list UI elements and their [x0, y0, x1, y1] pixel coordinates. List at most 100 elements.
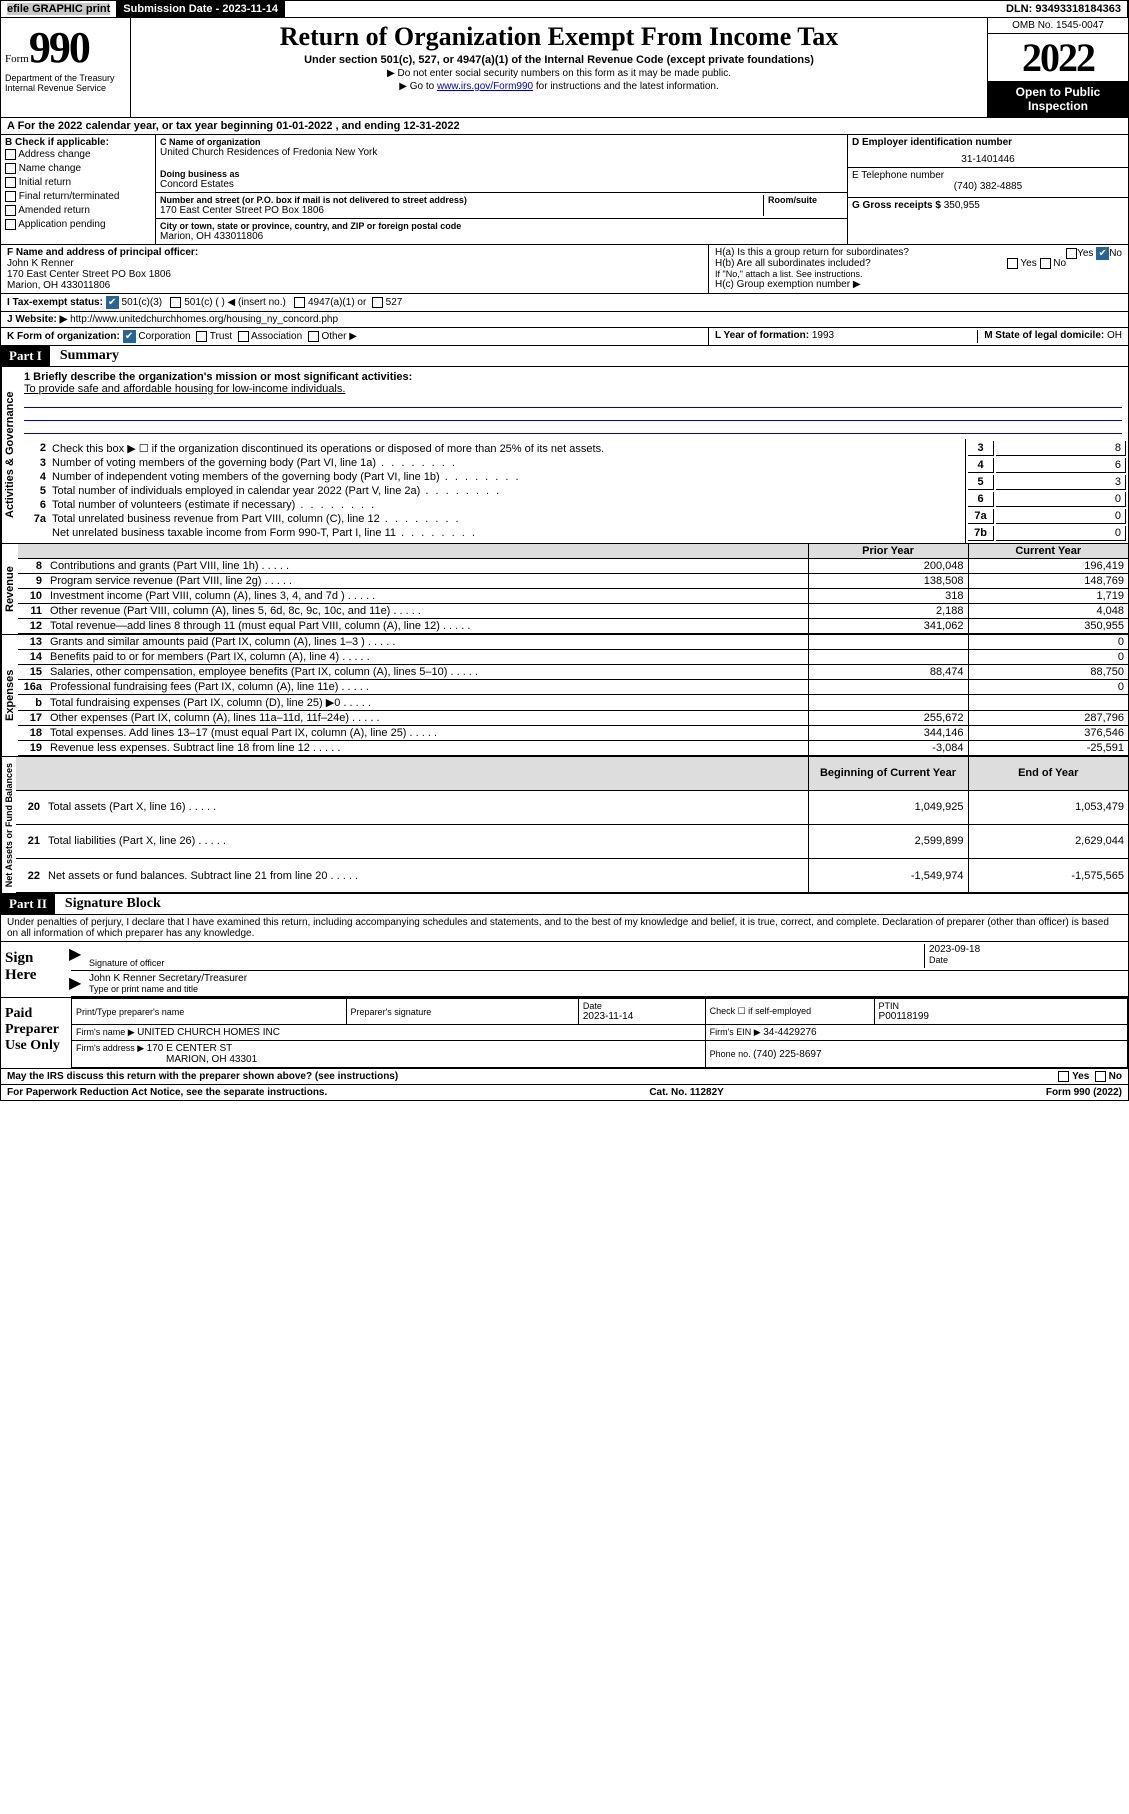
- opt-other: Other ▶: [321, 331, 356, 342]
- part2-bar: Part II Signature Block: [0, 894, 1129, 915]
- sig-date: 2023-09-18: [929, 944, 1124, 955]
- table-row: 15Salaries, other compensation, employee…: [18, 665, 1128, 680]
- arrow-icon: ▶: [69, 944, 81, 964]
- note2-pre: ▶ Go to: [399, 81, 437, 92]
- hdr-boy: Beginning of Current Year: [808, 757, 968, 790]
- mission-blank-2: [24, 409, 1122, 421]
- form-ref: Form 990 (2022): [1046, 1087, 1122, 1098]
- mission-text: To provide safe and affordable housing f…: [24, 383, 1122, 395]
- city-value: Marion, OH 433011806: [160, 231, 843, 242]
- side-governance: Activities & Governance: [1, 367, 18, 543]
- table-row: 10Investment income (Part VIII, column (…: [18, 589, 1128, 604]
- pra-notice: For Paperwork Reduction Act Notice, see …: [7, 1087, 327, 1098]
- arrow-icon-2: ▶: [69, 973, 81, 993]
- line-i-label: I Tax-exempt status:: [7, 297, 103, 308]
- line-k-label: K Form of organization:: [7, 331, 120, 342]
- side-netassets: Net Assets or Fund Balances: [1, 757, 16, 893]
- cb-amended-return[interactable]: Amended return: [5, 204, 151, 218]
- type-name-label: Type or print name and title: [89, 984, 1124, 994]
- table-row: bTotal fundraising expenses (Part IX, co…: [18, 695, 1128, 711]
- ha-no: No: [1109, 248, 1122, 259]
- table-row: 17Other expenses (Part IX, column (A), l…: [18, 711, 1128, 726]
- firm-ein: 34-4429276: [763, 1027, 816, 1038]
- footer-row: For Paperwork Reduction Act Notice, see …: [0, 1085, 1129, 1101]
- table-row: 13Grants and similar amounts paid (Part …: [18, 635, 1128, 650]
- box-f: F Name and address of principal officer:…: [1, 245, 708, 293]
- state-domicile: OH: [1107, 330, 1122, 341]
- paid-preparer-label: Paid Preparer Use Only: [1, 998, 71, 1068]
- box-defg: D Employer identification number 31-1401…: [848, 135, 1128, 244]
- prep-date-label: Date: [583, 1001, 701, 1011]
- expenses-section: Expenses 13Grants and similar amounts pa…: [0, 635, 1129, 757]
- opt-4947: 4947(a)(1) or: [308, 297, 366, 308]
- check-501c3-icon: ✔: [106, 296, 119, 309]
- addr-label: Number and street (or P.O. box if mail i…: [160, 195, 763, 205]
- officer-addr1: 170 East Center Street PO Box 1806: [7, 269, 702, 280]
- efile-link[interactable]: efile GRAPHIC print: [7, 3, 110, 15]
- website-row: J Website: ▶ http://www.unitedchurchhome…: [0, 312, 1129, 328]
- irs-link[interactable]: www.irs.gov/Form990: [437, 81, 533, 92]
- expenses-table: 13Grants and similar amounts paid (Part …: [18, 635, 1128, 756]
- ein-value: 31-1401446: [852, 148, 1124, 165]
- phone-value: (740) 382-4885: [852, 181, 1124, 192]
- box-h: H(a) Is this a group return for subordin…: [708, 245, 1128, 293]
- cb-opt-0: Address change: [18, 149, 90, 160]
- year-formation: 1993: [812, 330, 834, 341]
- klm-row: K Form of organization: ✔ Corporation Tr…: [0, 328, 1129, 346]
- table-row: 9Program service revenue (Part VIII, lin…: [18, 574, 1128, 589]
- dln-label: DLN:: [1006, 3, 1035, 15]
- prep-selfemp: Check ☐ if self-employed: [710, 1006, 870, 1017]
- opt-corp: Corporation: [138, 331, 190, 342]
- tax-exempt-row: I Tax-exempt status: ✔ 501(c)(3) 501(c) …: [0, 294, 1129, 312]
- netassets-table: Beginning of Current YearEnd of Year 20T…: [16, 757, 1128, 893]
- form-number-cell: Form990 Department of the Treasury Inter…: [1, 18, 131, 117]
- opt-assoc: Association: [251, 331, 302, 342]
- firm-name-label: Firm's name ▶: [76, 1027, 137, 1037]
- ptin-label: PTIN: [879, 1001, 1123, 1011]
- ha-yes: Yes: [1077, 248, 1093, 259]
- val-3: 8: [996, 441, 1126, 456]
- opt-527: 527: [386, 297, 403, 308]
- addr-value: 170 East Center Street PO Box 1806: [160, 205, 763, 216]
- year-cell: OMB No. 1545-0047 2022 Open to Public In…: [988, 18, 1128, 117]
- sig-date-label: Date: [929, 955, 1124, 965]
- discuss-row: May the IRS discuss this return with the…: [0, 1069, 1129, 1085]
- period-mid: , and ending: [336, 120, 404, 132]
- tax-period-row: A For the 2022 calendar year, or tax yea…: [0, 118, 1129, 135]
- cb-final-return[interactable]: Final return/terminated: [5, 190, 151, 204]
- title-cell: Return of Organization Exempt From Incom…: [131, 18, 988, 117]
- cb-initial-return[interactable]: Initial return: [5, 176, 151, 190]
- submission-label: Submission Date -: [123, 3, 222, 15]
- hb-note: If "No," attach a list. See instructions…: [715, 269, 1122, 279]
- table-row: 11Other revenue (Part VIII, column (A), …: [18, 604, 1128, 619]
- cb-opt-5: Application pending: [18, 219, 105, 230]
- ptin-value: P00118199: [879, 1011, 1123, 1022]
- opt-501c: 501(c) ( ) ◀ (insert no.): [184, 297, 286, 308]
- prep-date: 2023-11-14: [583, 1011, 701, 1022]
- firm-phone-label: Phone no.: [710, 1049, 754, 1059]
- mission-blank-3: [24, 422, 1122, 434]
- cb-name-change[interactable]: Name change: [5, 162, 151, 176]
- preparer-table: Print/Type preparer's name Preparer's si…: [71, 998, 1128, 1068]
- cb-address-change[interactable]: Address change: [5, 148, 151, 162]
- officer-name: John K Renner: [7, 258, 702, 269]
- dln: DLN: 93493318184363: [1000, 1, 1128, 17]
- room-label: Room/suite: [768, 195, 843, 205]
- cb-application-pending[interactable]: Application pending: [5, 218, 151, 232]
- table-row: 16aProfessional fundraising fees (Part I…: [18, 680, 1128, 695]
- org-name: United Church Residences of Fredonia New…: [160, 147, 843, 158]
- entity-block: B Check if applicable: Address change Na…: [0, 135, 1129, 245]
- form-number: 990: [29, 23, 89, 72]
- form-header: Form990 Department of the Treasury Inter…: [0, 18, 1129, 118]
- table-row: 14Benefits paid to or for members (Part …: [18, 650, 1128, 665]
- ssn-note: ▶ Do not enter social security numbers o…: [139, 68, 979, 79]
- hdr-current-year: Current Year: [968, 544, 1128, 559]
- check-corp-icon: ✔: [123, 330, 136, 343]
- signature-block: Under penalties of perjury, I declare th…: [0, 915, 1129, 1069]
- ha-label: H(a) Is this a group return for subordin…: [715, 247, 909, 258]
- gov-values: 38 46 53 60 7a0 7b0: [965, 439, 1128, 543]
- table-row: 19Revenue less expenses. Subtract line 1…: [18, 741, 1128, 756]
- omb-number: OMB No. 1545-0047: [988, 18, 1128, 34]
- city-label: City or town, state or province, country…: [160, 221, 843, 231]
- val-5: 3: [996, 475, 1126, 490]
